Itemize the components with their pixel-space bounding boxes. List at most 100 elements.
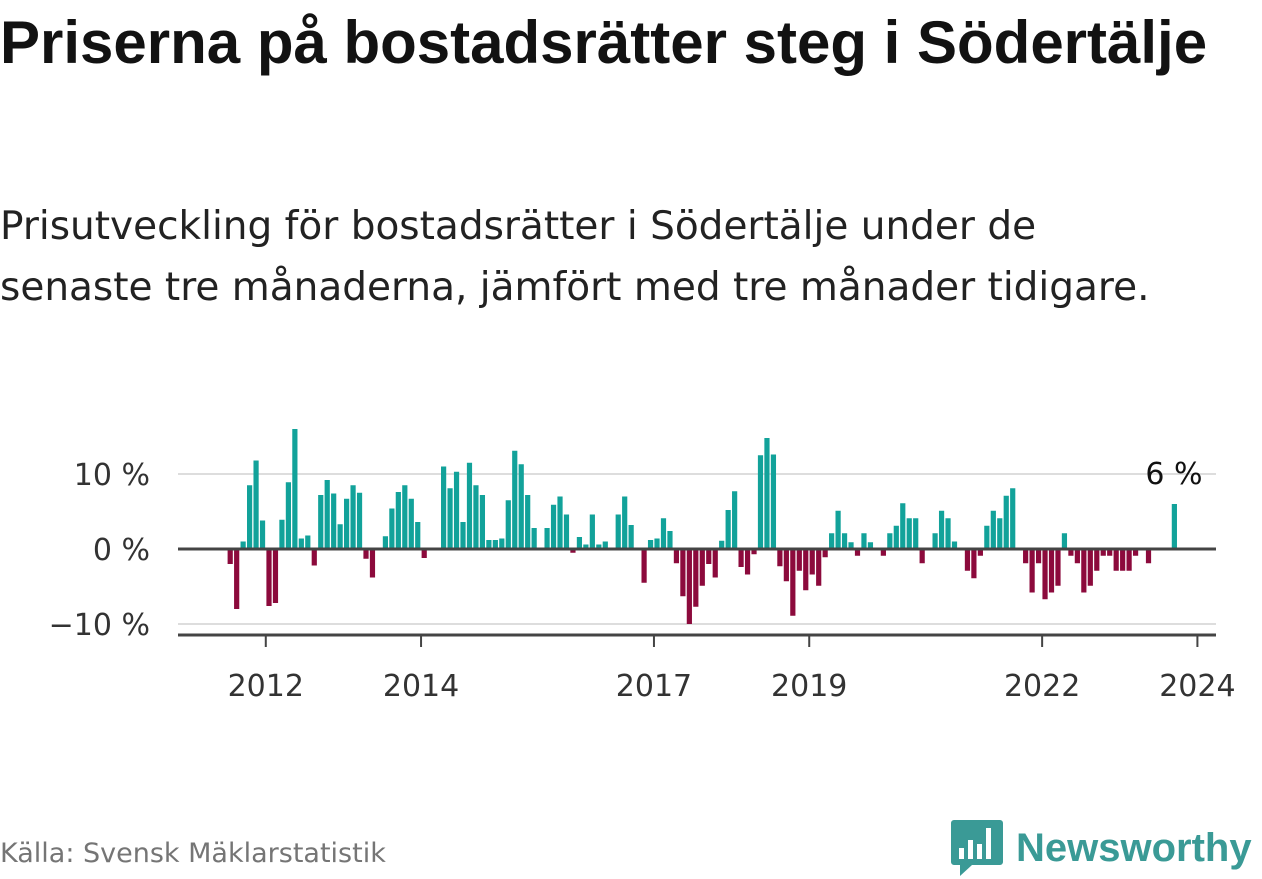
bar [919, 549, 925, 564]
bar [900, 503, 906, 549]
bar [389, 508, 395, 549]
bar [628, 525, 634, 549]
bar [938, 510, 945, 549]
bar [1074, 549, 1080, 564]
bar [712, 549, 718, 578]
bar [622, 496, 628, 549]
bar [997, 518, 1003, 549]
bar [557, 496, 563, 549]
bar [1010, 488, 1016, 549]
newsworthy-logo-icon [951, 820, 1003, 876]
bar [350, 485, 356, 549]
bar [479, 495, 486, 549]
bar [822, 549, 828, 558]
bar [1126, 549, 1132, 571]
bar [266, 549, 272, 606]
bar [1100, 549, 1106, 556]
bar [499, 538, 505, 549]
y-axis-ticks: 10 % 0 % −10 % [49, 458, 150, 643]
bar [525, 495, 531, 549]
bar [783, 549, 789, 582]
bar [589, 514, 595, 549]
bar [492, 540, 498, 549]
bar [324, 480, 330, 549]
bar [279, 519, 285, 549]
bar [512, 450, 518, 549]
bar [227, 549, 233, 564]
bar [369, 549, 376, 578]
bar [951, 541, 958, 549]
bar [770, 454, 777, 549]
bar [706, 549, 712, 564]
bar [699, 549, 705, 586]
bar [1087, 549, 1093, 586]
bar [725, 510, 731, 549]
bar [570, 549, 576, 553]
bar [719, 540, 725, 549]
bar [757, 455, 764, 549]
bar [356, 492, 363, 549]
bar [803, 549, 809, 591]
bar [292, 429, 298, 549]
bar [344, 498, 350, 549]
bar [259, 520, 266, 549]
bar [382, 536, 389, 549]
bar [1120, 549, 1126, 571]
y-tick-label: −10 % [49, 608, 150, 643]
bar [466, 462, 473, 549]
bar [647, 540, 654, 549]
bar [363, 549, 369, 559]
bar [544, 528, 550, 549]
bar [673, 549, 680, 564]
bar [602, 541, 608, 549]
bar-chart: 10 % 0 % −10 % 2012 2014 2017 2019 2022 2024 6 … [49, 429, 1236, 704]
bar [990, 510, 996, 549]
bar [971, 549, 977, 579]
bar [298, 538, 304, 549]
bar [615, 514, 621, 549]
bar [253, 460, 259, 549]
bar [240, 541, 246, 549]
bar [796, 549, 802, 571]
bar [777, 549, 783, 567]
bar [1145, 549, 1152, 564]
source-note: Källa: Svensk Mäklarstatistik [0, 838, 386, 869]
bar [421, 549, 427, 558]
chart-subtitle: Prisutveckling för bostadsrätter i Söder… [0, 204, 1150, 310]
bar [272, 549, 279, 603]
bar [518, 464, 524, 549]
bar [1023, 549, 1029, 564]
newsworthy-logo[interactable]: Newsworthy [950, 818, 1252, 878]
bar [984, 525, 990, 549]
newsworthy-logo-text: Newsworthy [1016, 825, 1252, 870]
bar [913, 518, 919, 549]
bar [854, 549, 861, 556]
bar [809, 549, 815, 575]
bar [654, 538, 660, 549]
bar [816, 549, 822, 586]
bar [1068, 549, 1074, 556]
bar [247, 485, 253, 549]
bar [906, 518, 912, 549]
bar [1081, 549, 1087, 593]
bar [790, 549, 796, 616]
bar [867, 542, 874, 549]
bar [964, 549, 971, 571]
chart-title: Priserna på bostadsrätter steg i Södertä… [0, 9, 1208, 76]
value-annotation: 6 % [1145, 457, 1202, 492]
bar [977, 549, 983, 556]
bar [234, 549, 240, 609]
bar [848, 542, 854, 549]
annotations: 6 % [1145, 457, 1202, 492]
y-tick-label: 0 % [93, 533, 150, 568]
bar [415, 522, 421, 549]
bar [1042, 549, 1048, 600]
bar [486, 540, 492, 549]
bar [738, 549, 744, 567]
bar [660, 518, 667, 549]
bar [686, 549, 692, 624]
bar [841, 533, 848, 549]
bar [751, 549, 757, 555]
bar [285, 482, 291, 549]
bar [732, 491, 738, 549]
